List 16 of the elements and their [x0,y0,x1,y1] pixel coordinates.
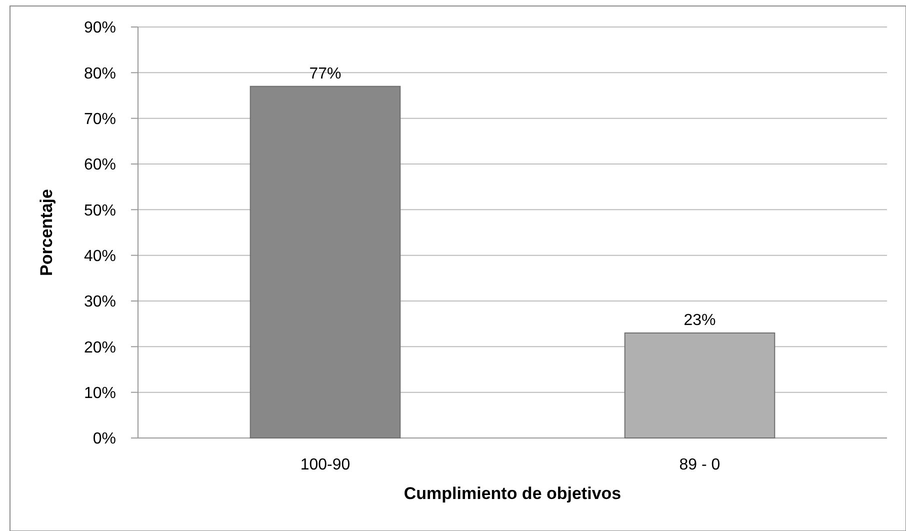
y-tick-label: 80% [84,65,116,82]
y-tick-label: 40% [84,248,116,265]
x-axis-title: Cumplimiento de objetivos [404,484,622,503]
data-label: 23% [684,312,716,329]
y-tick-label: 10% [84,384,116,402]
y-tick-label: 70% [84,110,116,128]
y-tick-label: 30% [84,294,116,311]
x-tick-label: 89 - 0 [679,456,720,474]
data-label: 77% [309,65,342,82]
y-tick-label: 0% [92,430,116,448]
y-tick-label: 90% [84,20,116,37]
x-tick-label: 100-90 [300,456,350,474]
y-tick-label: 50% [84,202,116,220]
y-tick-label: 60% [84,156,116,174]
y-axis-title: Porcentaje [37,189,56,276]
y-tick-label: 20% [84,339,116,356]
